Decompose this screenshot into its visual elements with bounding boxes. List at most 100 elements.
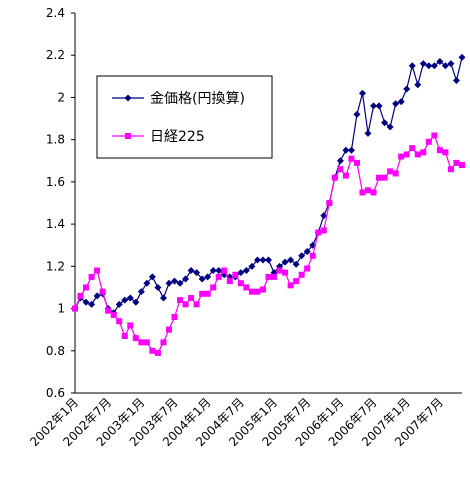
- marker: [221, 267, 228, 274]
- marker: [353, 110, 361, 118]
- marker: [253, 256, 261, 264]
- marker: [315, 229, 322, 236]
- marker: [408, 62, 416, 70]
- marker: [452, 77, 460, 85]
- marker: [447, 60, 455, 68]
- marker: [342, 172, 349, 179]
- marker: [397, 98, 405, 106]
- marker: [171, 277, 179, 285]
- marker: [293, 278, 300, 285]
- marker: [281, 258, 289, 266]
- marker: [375, 102, 383, 110]
- marker: [143, 339, 150, 346]
- marker: [110, 311, 117, 318]
- marker: [265, 273, 272, 280]
- marker: [298, 252, 306, 260]
- marker: [171, 314, 178, 320]
- marker: [459, 162, 465, 168]
- marker: [370, 102, 378, 110]
- marker: [430, 62, 438, 70]
- marker: [364, 129, 372, 137]
- marker: [160, 339, 167, 346]
- marker: [83, 284, 90, 291]
- marker: [165, 279, 173, 287]
- marker: [326, 200, 333, 206]
- marker: [126, 294, 134, 302]
- marker: [370, 189, 377, 196]
- marker: [193, 269, 201, 277]
- legend-label: 金価格(円換算): [150, 91, 245, 107]
- y-tick-label: 1.2: [46, 259, 65, 273]
- marker: [365, 187, 372, 194]
- marker: [419, 60, 427, 68]
- marker: [165, 326, 172, 333]
- marker: [182, 275, 190, 283]
- y-tick-label: 1.6: [46, 175, 65, 189]
- marker: [436, 58, 444, 66]
- marker: [154, 283, 162, 291]
- marker: [242, 267, 250, 275]
- marker: [403, 151, 410, 158]
- marker: [204, 290, 211, 297]
- marker: [348, 155, 355, 162]
- y-tick-label: 2.4: [46, 6, 65, 20]
- marker: [298, 271, 305, 278]
- marker: [320, 212, 328, 220]
- marker: [331, 174, 338, 181]
- marker: [121, 296, 129, 304]
- marker: [88, 300, 96, 308]
- marker: [248, 288, 255, 295]
- marker: [199, 290, 206, 297]
- marker: [176, 279, 184, 287]
- marker: [387, 168, 394, 175]
- marker: [276, 267, 283, 274]
- marker: [237, 280, 244, 287]
- marker: [132, 335, 139, 342]
- marker: [198, 275, 206, 283]
- marker: [414, 151, 421, 158]
- marker: [209, 267, 217, 275]
- marker: [436, 147, 443, 154]
- marker: [309, 252, 316, 259]
- marker: [204, 273, 212, 281]
- y-tick-label: 1: [57, 302, 65, 316]
- marker: [116, 318, 123, 325]
- marker: [232, 271, 239, 278]
- marker: [127, 322, 134, 329]
- marker: [72, 305, 78, 312]
- legend-marker: [125, 133, 131, 139]
- series-line: [74, 134, 463, 354]
- y-tick-label: 2: [57, 90, 65, 104]
- marker: [149, 347, 156, 354]
- y-tick-label: 2.2: [46, 48, 65, 62]
- y-tick-label: 0.8: [46, 344, 65, 358]
- marker: [143, 279, 151, 287]
- marker: [342, 146, 350, 154]
- marker: [392, 100, 400, 108]
- y-tick-label: 0.6: [46, 386, 65, 400]
- marker: [132, 298, 140, 306]
- marker: [187, 267, 195, 275]
- marker: [425, 138, 432, 145]
- marker: [287, 256, 295, 264]
- marker: [347, 146, 355, 154]
- marker: [376, 174, 383, 181]
- legend-marker: [124, 94, 132, 102]
- marker: [121, 333, 128, 339]
- marker: [138, 339, 145, 346]
- marker: [320, 227, 327, 234]
- marker: [159, 294, 167, 302]
- marker: [265, 256, 272, 264]
- marker: [453, 159, 460, 166]
- marker: [458, 53, 466, 61]
- marker: [359, 189, 366, 196]
- marker: [215, 273, 222, 280]
- marker: [358, 89, 366, 97]
- marker: [381, 174, 388, 181]
- marker: [259, 256, 267, 264]
- marker: [447, 166, 454, 173]
- y-tick-label: 1.8: [46, 133, 65, 147]
- marker: [88, 273, 95, 280]
- marker: [99, 288, 106, 295]
